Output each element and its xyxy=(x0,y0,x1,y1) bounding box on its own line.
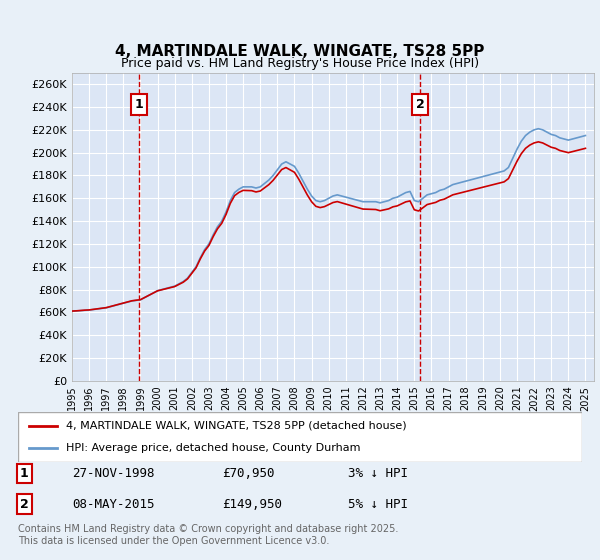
Text: 27-NOV-1998: 27-NOV-1998 xyxy=(72,466,155,480)
Text: 2: 2 xyxy=(20,497,28,511)
Text: HPI: Average price, detached house, County Durham: HPI: Average price, detached house, Coun… xyxy=(66,443,361,453)
Text: 5% ↓ HPI: 5% ↓ HPI xyxy=(348,497,408,511)
FancyBboxPatch shape xyxy=(18,412,582,462)
Text: Contains HM Land Registry data © Crown copyright and database right 2025.
This d: Contains HM Land Registry data © Crown c… xyxy=(18,524,398,546)
Text: £70,950: £70,950 xyxy=(222,466,275,480)
Text: 3% ↓ HPI: 3% ↓ HPI xyxy=(348,466,408,480)
Text: 4, MARTINDALE WALK, WINGATE, TS28 5PP: 4, MARTINDALE WALK, WINGATE, TS28 5PP xyxy=(115,44,485,59)
Text: 2: 2 xyxy=(416,98,425,111)
Text: 4, MARTINDALE WALK, WINGATE, TS28 5PP (detached house): 4, MARTINDALE WALK, WINGATE, TS28 5PP (d… xyxy=(66,421,407,431)
Text: 1: 1 xyxy=(134,98,143,111)
Text: 08-MAY-2015: 08-MAY-2015 xyxy=(72,497,155,511)
Text: £149,950: £149,950 xyxy=(222,497,282,511)
Text: 1: 1 xyxy=(20,466,28,480)
Text: Price paid vs. HM Land Registry's House Price Index (HPI): Price paid vs. HM Land Registry's House … xyxy=(121,57,479,70)
